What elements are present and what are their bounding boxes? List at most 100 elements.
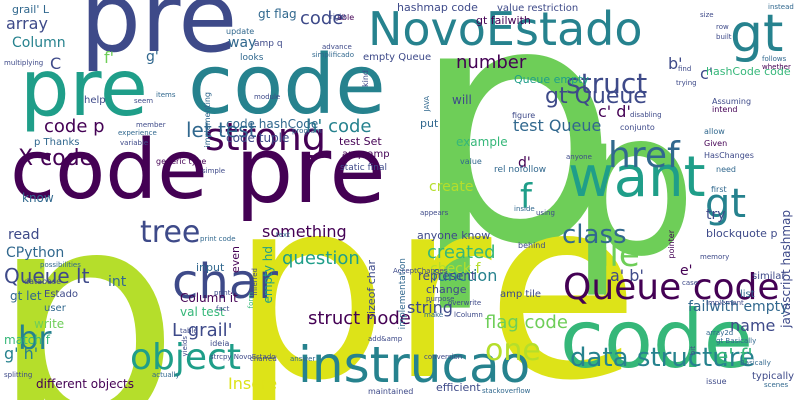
word: JAVA [423,96,431,112]
word: flag code [485,312,568,333]
word: rel nofollow [494,165,547,175]
word: e' [680,263,693,279]
word: pre [80,0,238,74]
word: gt [730,4,784,64]
word: C [50,54,62,73]
word: charred [250,355,277,363]
word: array2d [706,329,734,337]
word: similar [752,271,786,282]
word: code [10,123,208,218]
word: gt Queue [545,84,647,109]
word: implementing [203,92,212,148]
word: static final [340,163,387,173]
word: amp amp [342,149,390,160]
word: question [282,248,360,269]
word: know [22,191,54,205]
word: blockquote p [706,227,778,240]
word: module [254,93,281,101]
word: e' f' [716,344,753,368]
word: make [424,311,444,319]
word: overwrite [448,299,482,307]
word: test Queue [513,116,602,135]
word: f [520,177,532,217]
word: write [34,317,65,331]
word: whether [762,63,791,71]
word: fact [216,305,230,313]
word: intend [712,105,738,114]
word: typically [752,371,795,382]
word: int [108,274,127,290]
word: inside [514,205,535,213]
word: check f [430,261,481,277]
word: follows [762,55,787,63]
word: char [172,254,278,310]
word: tree [140,215,201,250]
word: actually [152,371,180,379]
word: gt flag [258,7,297,21]
word: figure [512,111,536,120]
word: match f [4,333,50,347]
word: way [228,35,257,51]
word: gt let [10,289,42,303]
word: ideia [210,339,230,348]
word: b' [668,54,683,73]
word: program [292,127,322,135]
word: size [700,11,714,19]
word: add&amp [368,335,403,343]
word: number [456,52,527,73]
word: want [568,145,706,210]
word: strcpy NovoEstado [210,353,276,361]
word: code tuple [226,131,290,145]
word: c' [700,64,714,83]
word: string [407,298,453,317]
word: looks [240,53,264,63]
word: Insere [228,374,278,393]
word: Column it [180,291,238,305]
word: conversion [424,353,463,361]
word: right [330,13,347,21]
word: L grail' [172,320,233,341]
word: find [678,65,692,73]
word: Assuming [712,97,752,106]
word: name [730,316,776,335]
word: f' [104,48,115,67]
word: update [226,27,255,36]
word: code hashCode [226,117,319,131]
word: try [706,207,726,223]
word: grail' L [12,3,50,16]
word: lColumn [454,311,483,319]
word: appears [420,209,449,217]
word: struct [566,67,648,100]
word: efficient [436,381,481,394]
word: implement [706,299,744,307]
word: bit [689,346,697,356]
word: instrucao [298,336,531,394]
word: array [6,14,48,33]
word: print [214,289,231,297]
word: value [460,157,482,166]
word: list [740,289,755,300]
word: val test [180,305,225,319]
word: simple [202,167,226,175]
word: p [410,0,620,317]
word: splitting [4,371,33,379]
word: javascript hashmap [779,210,793,328]
word: simplificado [312,51,355,59]
word: conjunto [620,123,655,132]
word: code [300,8,344,29]
word: able [337,13,355,22]
word: print code [200,235,236,243]
word: instead [768,3,794,11]
word: need [716,165,736,174]
word: case [682,279,699,287]
word: Basically [740,359,771,367]
word: user [44,303,66,314]
word: maintained [368,387,414,396]
word: yields [181,336,189,357]
word: failwith empty [688,299,789,315]
word: empty Queue [363,52,432,63]
word: experience [118,129,157,137]
word: let test [186,118,257,142]
word: behind [518,241,546,250]
word: hashCode code [706,65,791,78]
